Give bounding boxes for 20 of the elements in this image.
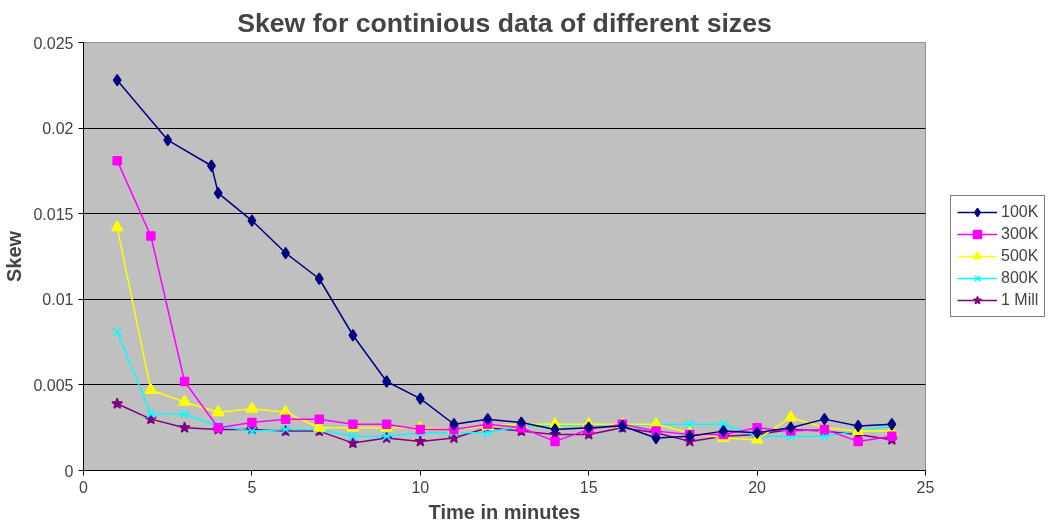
- y-tick-label: 0: [64, 462, 74, 480]
- legend-label: 100K: [1001, 203, 1039, 221]
- x-tick-label: 25: [916, 478, 935, 496]
- x-axis-title: Time in minutes: [428, 500, 581, 523]
- x-tick-label: 10: [411, 478, 430, 496]
- x-tick-label: 15: [579, 478, 598, 496]
- x-tick-label: 0: [79, 478, 89, 496]
- legend-label: 800K: [1001, 269, 1039, 287]
- y-axis-title: Skew: [3, 230, 26, 283]
- y-tick-label: 0.015: [33, 205, 74, 223]
- legend-label: 1 Mill: [1001, 291, 1039, 309]
- x-tick-label: 5: [247, 478, 257, 496]
- x-tick-label: 20: [748, 478, 767, 496]
- legend-label: 500K: [1001, 247, 1039, 265]
- y-tick-label: 0.025: [33, 34, 74, 52]
- y-tick-label: 0.01: [42, 291, 74, 309]
- y-tick-label: 0.005: [33, 376, 74, 394]
- y-tick-label: 0.02: [42, 120, 74, 138]
- legend-label: 300K: [1001, 225, 1039, 243]
- chart-title: Skew for continious data of different sizes: [237, 7, 772, 38]
